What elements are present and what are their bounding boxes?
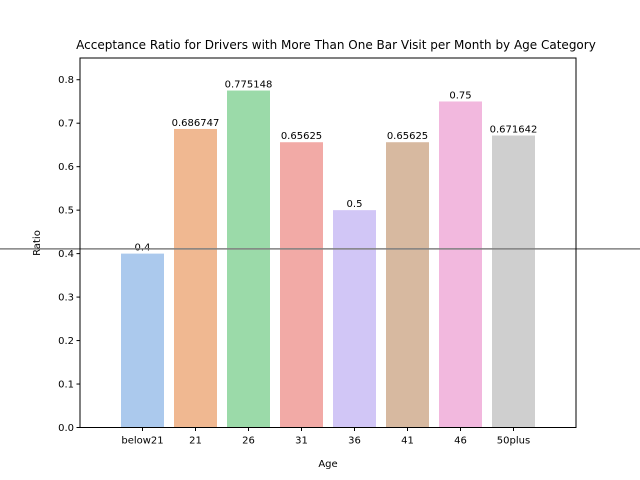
bar-value-label: 0.65625 — [281, 131, 322, 142]
x-tick-label: 50plus — [497, 436, 530, 447]
bar-46 — [439, 101, 482, 428]
bar-41 — [386, 142, 429, 428]
bar-value-label: 0.775148 — [225, 80, 273, 91]
bar-26 — [227, 90, 270, 428]
x-axis: below21 21 26 31 36 41 46 50plus — [121, 427, 530, 447]
x-tick-label: below21 — [121, 436, 163, 447]
plot-area-frame — [79, 57, 577, 428]
bar-below21 — [121, 253, 164, 428]
bars-group — [121, 90, 535, 428]
y-tick-label: 0.7 — [58, 119, 74, 130]
y-tick-label: 0.4 — [58, 249, 74, 260]
y-tick-label: 0.5 — [58, 206, 74, 217]
y-axis: 0.0 0.1 0.2 0.3 0.4 0.5 0.6 0.7 0.8 — [58, 75, 80, 434]
y-tick-label: 0.6 — [58, 162, 74, 173]
bar-value-label: 0.671642 — [490, 125, 538, 136]
bar-21 — [174, 128, 217, 428]
bar-value-label: 0.65625 — [387, 131, 428, 142]
bar-value-label: 0.686747 — [172, 118, 220, 129]
x-tick-label: 31 — [295, 436, 308, 447]
bar-value-label: 0.75 — [449, 90, 471, 101]
x-tick-label: 21 — [189, 436, 202, 447]
x-tick-label: 36 — [348, 436, 361, 447]
y-tick-label: 0.2 — [58, 336, 74, 347]
x-tick-label: 26 — [242, 436, 255, 447]
chart-title: Acceptance Ratio for Drivers with More T… — [76, 38, 596, 52]
x-tick-label: 46 — [454, 436, 467, 447]
bar-36 — [333, 210, 376, 428]
y-tick-label: 0.1 — [58, 380, 74, 391]
y-axis-label: Ratio — [32, 230, 43, 256]
x-tick-label: 41 — [401, 436, 414, 447]
y-tick-label: 0.3 — [58, 293, 74, 304]
bar-31 — [280, 142, 323, 428]
x-axis-label: Age — [318, 459, 337, 470]
bar-value-label: 0.5 — [347, 199, 363, 210]
bar-50plus — [492, 135, 535, 428]
y-tick-label: 0.0 — [58, 423, 74, 434]
y-tick-label: 0.8 — [58, 75, 74, 86]
